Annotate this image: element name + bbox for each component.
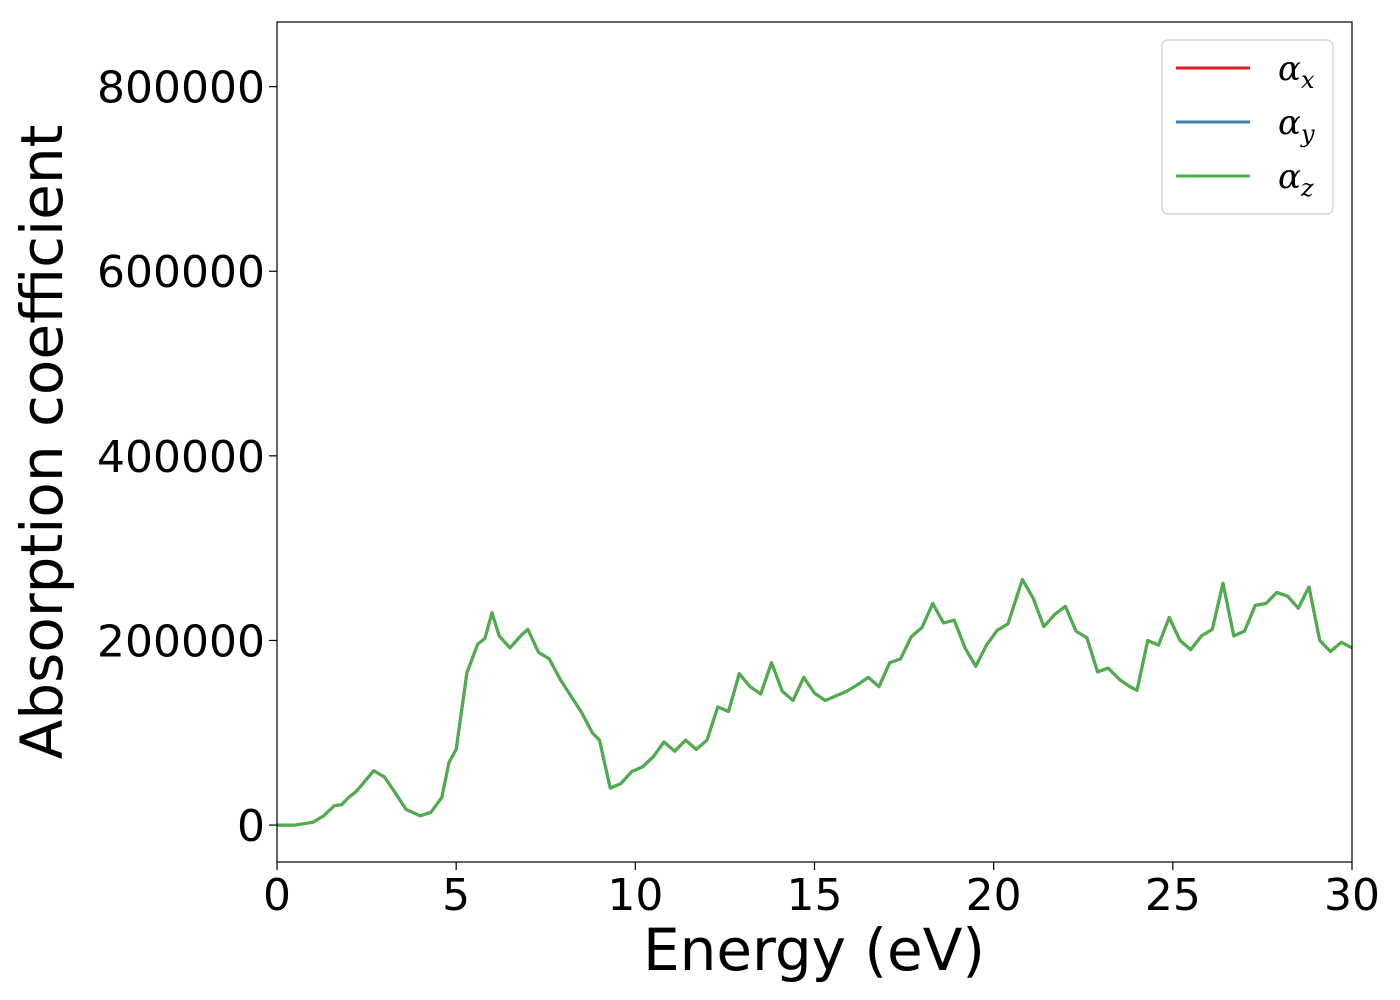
y-tick-label-4: 800000 [97,63,265,114]
series-layer [277,578,1352,827]
x-tick-label-5: 25 [1145,870,1201,921]
series-line-2 [277,578,1352,827]
y-axis-label: Absorption coefficient [8,125,76,760]
legend: αx αy αz [1161,39,1334,215]
x-tick-label-2: 10 [607,870,663,921]
legend-label-x: αx [1278,49,1315,94]
series-line-1 [277,578,1352,827]
x-tick-label-6: 30 [1324,870,1380,921]
y-axis-ticks: 0 200000 400000 600000 800000 [97,63,277,852]
y-tick-label-3: 600000 [97,247,265,298]
x-tick-label-4: 20 [966,870,1022,921]
y-tick-label-1: 200000 [97,616,265,667]
legend-label-z: αz [1278,157,1314,202]
x-axis-label: Energy (eV) [643,916,985,984]
x-tick-label-1: 5 [442,870,470,921]
x-tick-label-3: 15 [787,870,843,921]
series-line-0 [277,578,1352,827]
legend-label-y: αy [1278,103,1315,148]
x-tick-label-0: 0 [263,870,291,921]
x-axis-ticks: 0 5 10 15 20 25 30 [263,862,1380,921]
y-tick-label-0: 0 [237,801,265,852]
y-tick-label-2: 400000 [97,432,265,483]
legend-box [1161,39,1334,215]
